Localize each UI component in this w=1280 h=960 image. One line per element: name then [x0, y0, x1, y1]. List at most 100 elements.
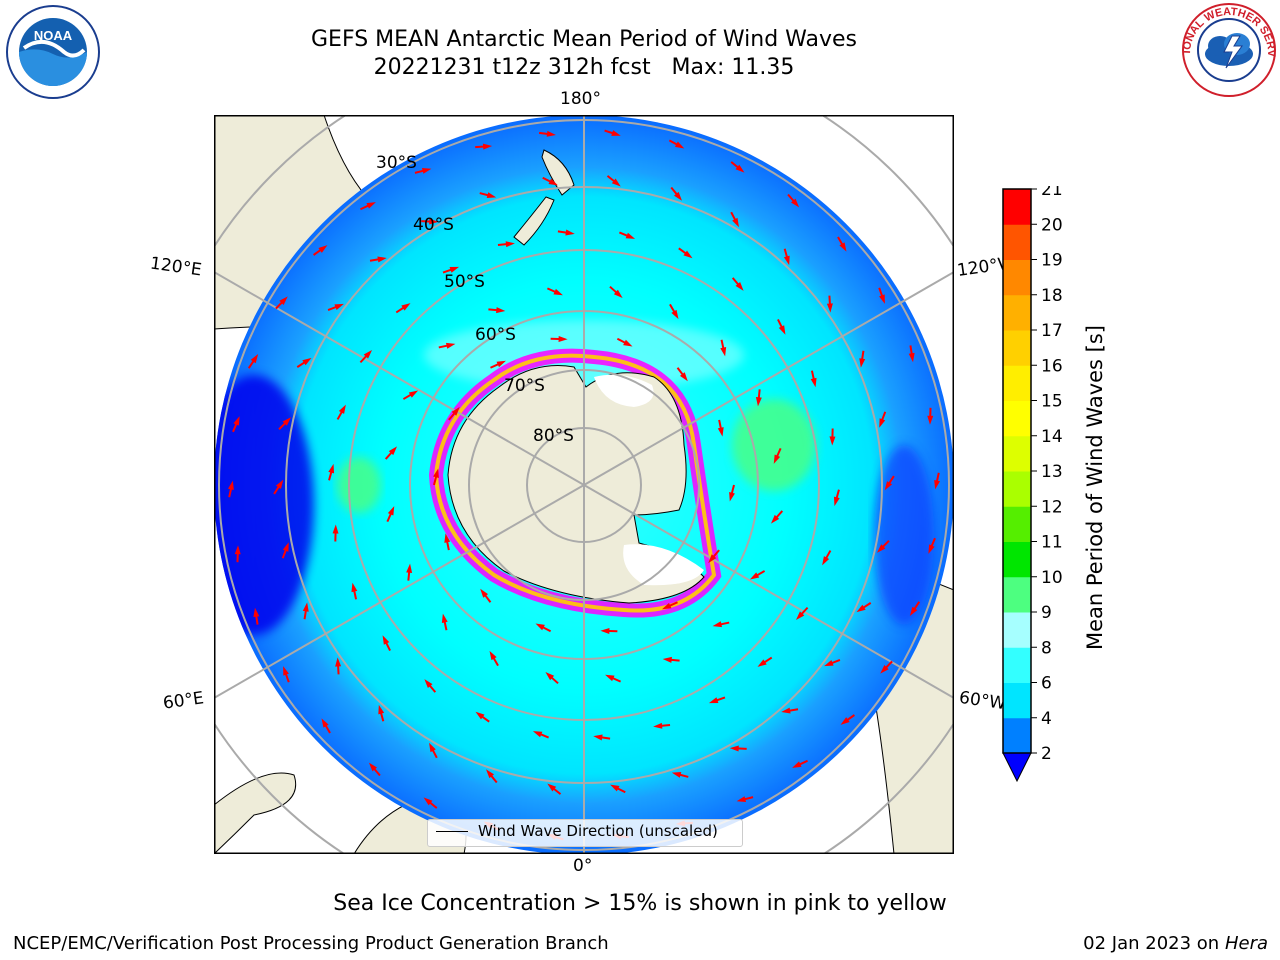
wind-wave-arrowhead — [321, 718, 329, 728]
wind-wave-arrowhead — [535, 623, 545, 631]
wind-wave-arrowhead — [548, 178, 558, 186]
colorbar-tick-label: 20 — [1041, 215, 1063, 235]
wind-wave-arrowhead — [810, 377, 817, 388]
wind-wave-arrowhead — [934, 479, 941, 490]
wind-wave-arrowhead — [790, 198, 800, 208]
colorbar-segment — [1003, 506, 1031, 542]
deep-blue-patch — [214, 375, 314, 635]
wind-wave-arrowhead — [795, 611, 805, 621]
wind-wave-arrowhead — [757, 659, 767, 667]
noaa-logo: NOAA — [6, 5, 100, 99]
wind-wave-arrowhead — [662, 656, 672, 663]
wind-wave-arrowhead — [444, 533, 451, 543]
colorbar-segment — [1003, 682, 1031, 719]
wind-wave-arrowhead — [424, 679, 433, 688]
wind-wave-arrowhead — [712, 621, 723, 628]
colorbar-segment — [1003, 435, 1031, 472]
wind-wave-arrowhead — [600, 628, 610, 635]
wind-wave-arrowhead — [387, 506, 395, 516]
colorbar-segment — [1003, 259, 1031, 296]
wind-wave-arrowhead — [839, 242, 847, 252]
wind-wave-arrowhead — [406, 563, 413, 573]
wind-wave-arrowhead — [283, 666, 289, 676]
wind-wave-arrowhead — [253, 607, 260, 618]
colorbar-tick-label: 6 — [1041, 674, 1052, 694]
wind-wave-arrowhead — [611, 130, 621, 136]
wind-wave-arrowhead — [880, 665, 889, 674]
wind-wave-arrowhead — [532, 731, 543, 738]
colorbar-tick-label: 11 — [1041, 533, 1063, 553]
wind-wave-arrowhead — [547, 783, 557, 792]
wind-wave-arrowhead — [778, 325, 786, 335]
lat-label-30s: 30°S — [376, 153, 417, 173]
colorbar-segment — [1003, 294, 1031, 331]
wind-wave-arrowhead — [708, 697, 719, 704]
wind-wave-arrowhead — [736, 796, 747, 803]
colorbar: 2 4 6 8 9 10 11 12 13 14 15 16 17 18 19 20 21 — [1002, 186, 1063, 783]
lon-label-120e: 120°E — [148, 253, 203, 281]
wind-wave-arrowhead — [382, 635, 390, 645]
wind-wave-arrowhead — [605, 674, 615, 682]
wind-wave-arrowhead — [840, 717, 850, 725]
wind-wave-arrowhead — [275, 479, 284, 489]
wind-wave-arrowhead — [671, 309, 679, 320]
wind-wave-arrowhead — [332, 524, 339, 534]
colorbar-segment — [1003, 647, 1031, 683]
wind-wave-arrowhead — [822, 556, 830, 566]
wind-wave-arrowhead — [824, 660, 834, 667]
wind-wave-arrowhead — [735, 164, 745, 173]
wind-wave-arrowhead — [334, 303, 344, 310]
chart-title: GEFS MEAN Antarctic Mean Period of Wind … — [311, 27, 857, 52]
wind-wave-arrowhead — [879, 294, 885, 304]
wind-wave-arrowhead — [388, 446, 398, 456]
colorbar-segment — [1003, 365, 1031, 401]
legend — [427, 819, 743, 847]
sea-ice-band-yellow — [433, 353, 717, 613]
wind-wave-arrowhead — [351, 582, 358, 593]
wind-wave-arrowhead — [729, 745, 739, 752]
lon-label-60e: 60°E — [161, 688, 206, 714]
wind-wave-arrowhead — [363, 349, 373, 359]
green-patch — [337, 457, 381, 513]
colorbar-tick-label: 9 — [1041, 603, 1052, 623]
wind-wave-arrowhead — [377, 256, 387, 263]
wind-wave-arrowhead — [318, 245, 328, 253]
wind-wave-arrowhead — [233, 416, 240, 426]
wind-wave-arrowhead — [879, 418, 886, 428]
wind-wave-arrowhead — [302, 357, 312, 366]
wind-wave-arrowhead — [489, 650, 497, 661]
wind-wave-arrowhead — [683, 250, 693, 259]
wind-wave-arrowhead — [653, 722, 663, 729]
colorbar-segment — [1003, 400, 1031, 437]
wind-wave-arrowhead — [546, 130, 556, 137]
wind-wave-arrowhead — [505, 241, 515, 248]
wind-wave-arrowhead — [770, 514, 780, 524]
colorbar-tick-label: 10 — [1041, 568, 1063, 588]
wind-wave-arrowhead — [378, 704, 385, 715]
legend-line-sample — [436, 831, 468, 832]
wind-wave-arrowhead — [445, 342, 456, 349]
wind-wave-arrowhead — [451, 406, 460, 416]
colorbar-segment — [1003, 612, 1031, 648]
wind-wave-arrowhead — [662, 602, 672, 610]
legend-label: Wind Wave Direction (unscaled) — [478, 822, 718, 840]
wind-wave-arrowhead — [486, 192, 497, 198]
wind-wave-arrowhead — [282, 542, 289, 552]
wind-wave-arrowhead — [909, 606, 918, 616]
wind-wave-arrowhead — [496, 307, 506, 314]
colorbar-tick-label: 21 — [1041, 186, 1063, 200]
wind-wave-arrowhead — [859, 358, 866, 368]
wind-wave-arrowhead — [928, 544, 935, 554]
wind-wave-arrowhead — [545, 671, 555, 681]
wind-wave-arrowhead — [732, 217, 739, 228]
green-patch — [732, 399, 816, 491]
colorbar-segment — [1003, 541, 1031, 578]
wind-wave-arrowhead — [423, 797, 433, 806]
colorbar-tick-label: 2 — [1041, 744, 1052, 764]
wind-wave-arrowhead — [250, 354, 259, 364]
colorbar-tick-label: 8 — [1041, 638, 1052, 658]
colorbar-segment — [1003, 330, 1031, 366]
wind-wave-arrowhead — [366, 202, 376, 209]
colorbar-tick-label: 18 — [1041, 286, 1063, 306]
weddell-ice-white — [623, 544, 704, 586]
